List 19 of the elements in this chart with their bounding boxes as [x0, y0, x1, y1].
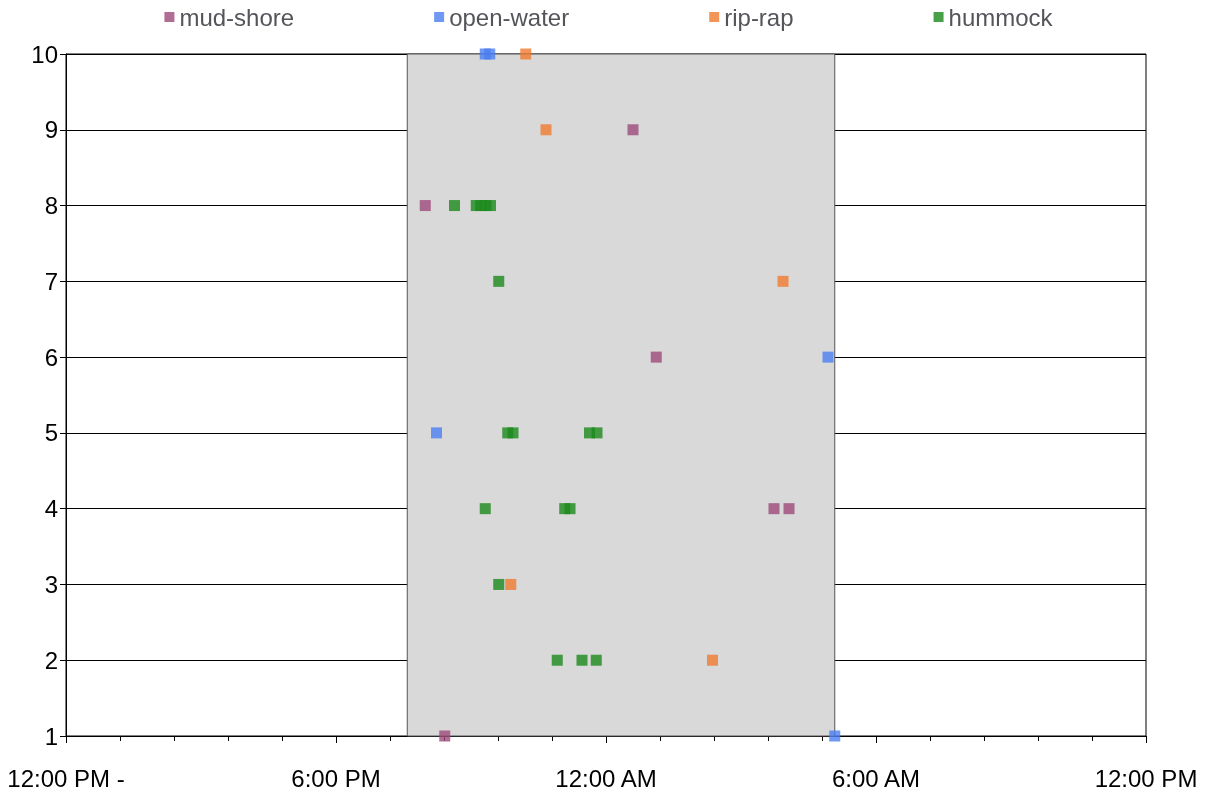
x-tick-label: 12:00 PM - — [7, 764, 125, 792]
x-tick-label: 12:00 AM — [555, 764, 657, 792]
y-tick-label: 7 — [44, 267, 58, 295]
y-tick-label: 6 — [44, 343, 58, 371]
y-tick-label: 4 — [44, 495, 58, 523]
y-tick-label: 10 — [31, 40, 58, 68]
x-tick-label: 6:00 AM — [831, 764, 921, 792]
y-tick-label: 8 — [44, 192, 58, 220]
y-tick-label: 1 — [44, 722, 58, 750]
legend-label: hummock — [948, 3, 1054, 31]
legend-label: mud-shore — [179, 3, 295, 31]
y-tick-label: 2 — [44, 646, 58, 674]
legend-label: rip-rap — [724, 3, 794, 31]
x-tick-label: 6:00 PM — [291, 764, 381, 792]
y-tick-label: 3 — [44, 570, 58, 598]
legend-label: open-water — [449, 3, 570, 31]
y-tick-label: 5 — [44, 419, 58, 447]
y-tick-label: 9 — [44, 116, 58, 144]
x-tick-label: 12:00 PM — [1094, 764, 1198, 792]
